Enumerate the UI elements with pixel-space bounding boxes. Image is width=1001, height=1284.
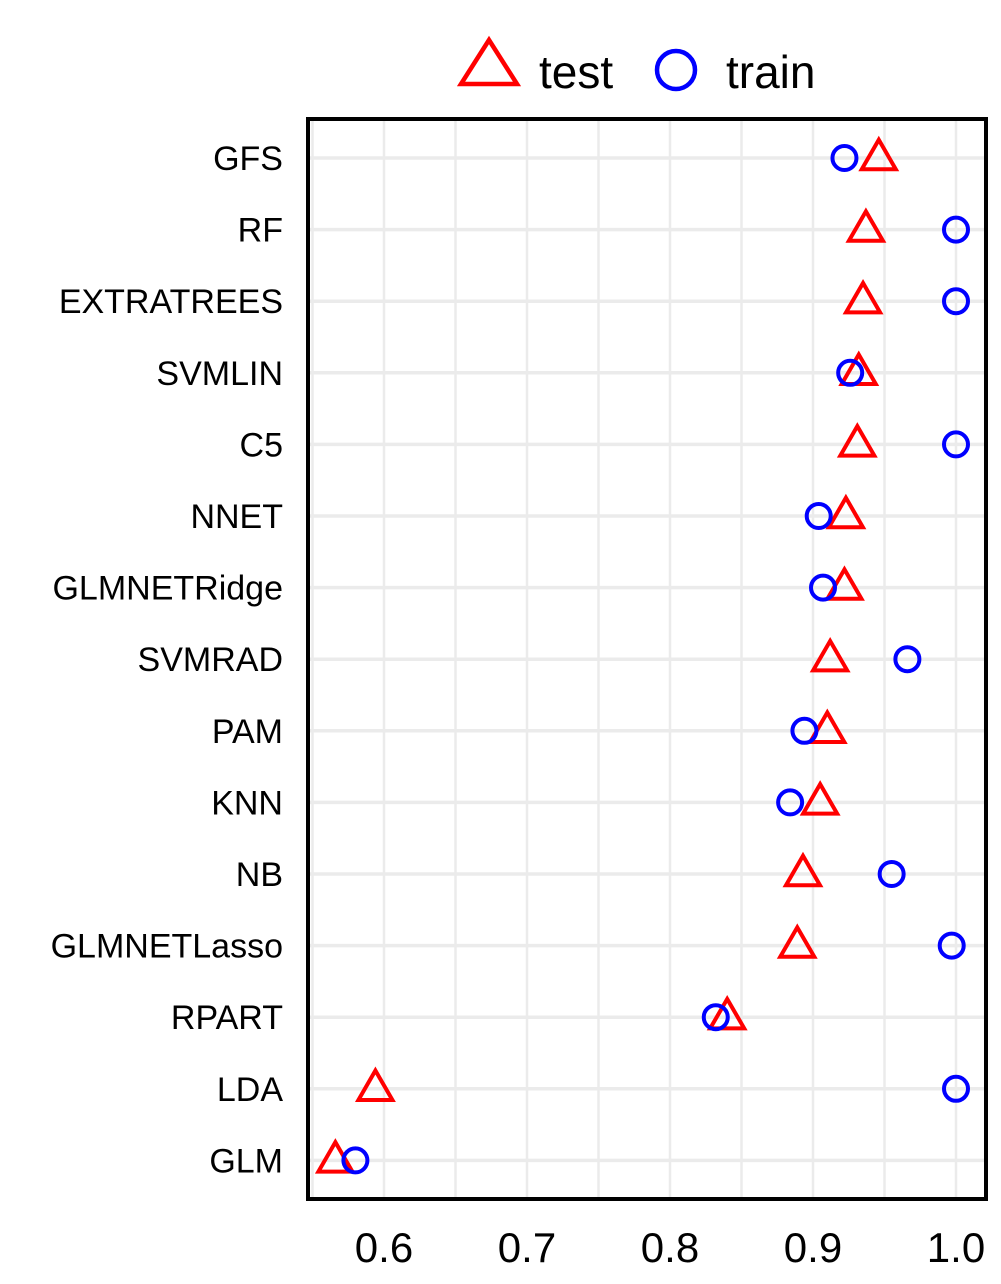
x-tick-label: 0.7	[498, 1224, 556, 1271]
category-label: GLMNETLasso	[51, 928, 283, 966]
category-labels: GFS RF EXTRATREES SVMLIN C5 NNET GLMNETRidge SV…	[51, 140, 284, 1180]
test-point-rpart	[706, 994, 748, 1031]
x-tick-label: 0.6	[355, 1224, 413, 1271]
test-point-nnet	[825, 493, 867, 530]
legend: test train	[456, 35, 815, 98]
category-label: PAM	[212, 713, 283, 751]
train-point-c5	[942, 430, 970, 459]
test-point-nb	[782, 851, 824, 888]
category-label: GLMNETRidge	[52, 570, 283, 608]
test-point-pam	[806, 708, 848, 744]
category-label: LDA	[217, 1071, 283, 1109]
legend-test-icon	[456, 35, 522, 87]
train-point-lda	[942, 1074, 970, 1103]
category-label: NB	[236, 856, 283, 894]
category-label: KNN	[211, 784, 283, 822]
category-label: SVMLIN	[156, 355, 283, 393]
train-point-glmnetridge	[809, 573, 838, 602]
category-label: GLM	[209, 1142, 283, 1180]
test-point-glmnetlasso	[776, 923, 818, 959]
grid	[308, 119, 986, 1199]
category-label: GFS	[213, 140, 283, 178]
train-point-glm	[341, 1146, 370, 1175]
train-point-svmlin	[836, 358, 865, 387]
category-label: C5	[240, 426, 283, 464]
train-point-gfs	[830, 144, 859, 172]
train-point-nb	[877, 860, 906, 888]
test-point-rf	[845, 207, 887, 243]
x-tick-label: 0.8	[641, 1224, 699, 1271]
train-point-svmrad	[893, 645, 922, 674]
train-point-knn	[776, 788, 805, 817]
x-tick-label: 0.9	[784, 1224, 842, 1271]
test-point-c5	[836, 422, 878, 458]
category-label: EXTRATREES	[59, 283, 283, 321]
train-point-pam	[790, 716, 819, 745]
train-point-rpart	[701, 1003, 730, 1032]
test-point-extratrees	[842, 278, 884, 315]
x-tick-labels: 0.6 0.7 0.8 0.9 1.0	[355, 1224, 985, 1271]
train-point-rf	[942, 215, 970, 244]
legend-train-label: train	[726, 46, 815, 98]
legend-train-icon	[654, 48, 698, 92]
train-point-extratrees	[942, 287, 970, 316]
test-point-svmlin	[838, 350, 880, 386]
train-point-nnet	[804, 502, 833, 530]
plot-frame	[306, 117, 988, 1201]
category-label: SVMRAD	[138, 641, 283, 679]
test-point-lda	[354, 1066, 396, 1102]
test-point-svmrad	[809, 636, 851, 673]
category-label: NNET	[190, 498, 283, 536]
category-label: RPART	[171, 999, 283, 1037]
category-label: RF	[238, 212, 283, 250]
test-point-gfs	[858, 135, 900, 172]
test-point-knn	[799, 780, 841, 816]
train-point-glmnetlasso	[937, 931, 966, 960]
data-marks	[314, 135, 970, 1175]
legend-test-label: test	[539, 46, 613, 98]
x-tick-label: 1.0	[927, 1224, 985, 1271]
